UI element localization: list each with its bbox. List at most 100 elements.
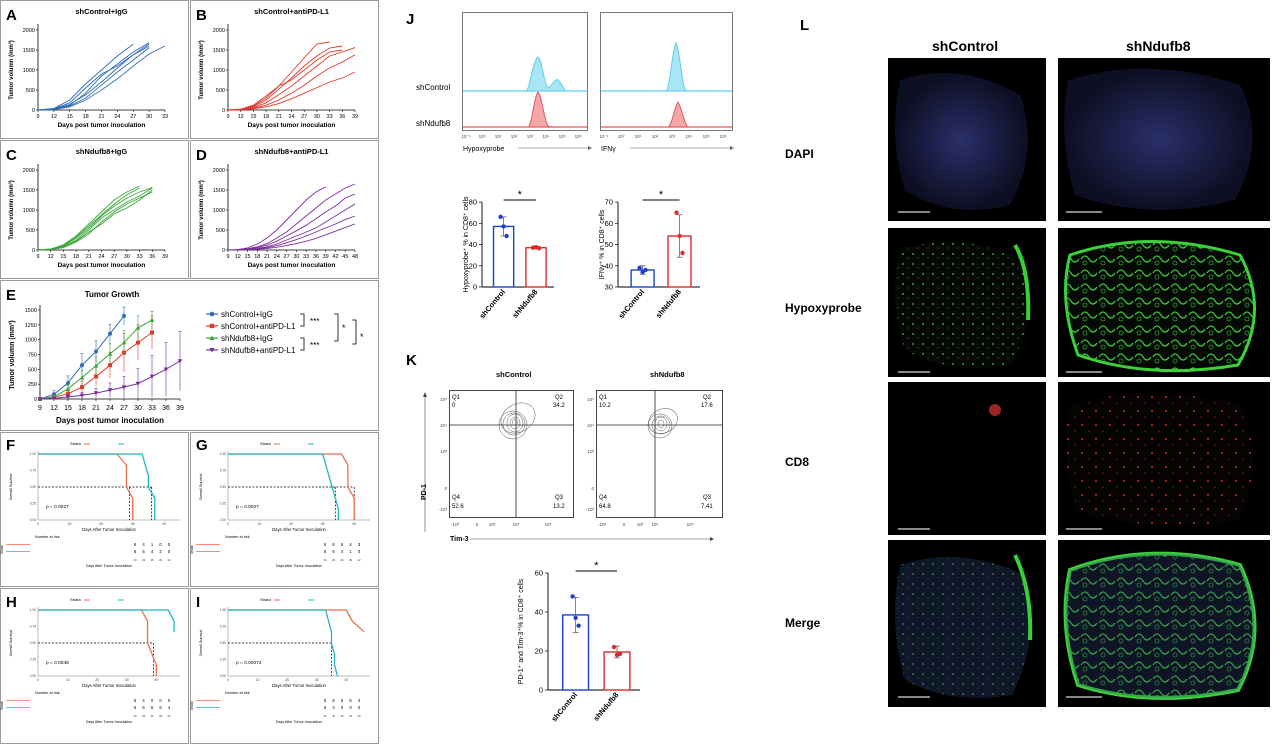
y-axis-label: Tumor volumn (mm³): [198, 180, 205, 240]
sig-star: *: [659, 189, 664, 201]
risk-count: 0: [168, 542, 171, 547]
risk-x-tick: 36: [150, 558, 154, 562]
facs-y-tick: -10³: [439, 507, 448, 512]
y-tick-label: 0.00: [30, 674, 36, 678]
growth-chart-d: shNdufb8+antiPD-L1 0 500 1000 1500 2000 9 12 15 1…: [198, 147, 358, 269]
series-line: [37, 185, 140, 251]
x-tick-label: 12: [50, 405, 58, 412]
growth-chart-a: shControl+IgG 0 500 1000 1500 2000 9 12 15 18 21 24…: [8, 7, 168, 129]
growth-chart-e: Tumor Growth 0 250 500 750 1000 1250 1500 9 12 15 1…: [9, 290, 184, 425]
x-tick-label: 12: [48, 254, 54, 260]
contour-shndufb8: [647, 408, 678, 439]
x-tick-label: 39: [323, 254, 329, 260]
y-tick-label: 0.50: [220, 641, 226, 645]
y-axis-label: Tumor volumn (mm³): [8, 40, 15, 100]
x-tick-label: 18: [263, 114, 269, 120]
y-tick-label: 0.25: [30, 502, 36, 506]
risk-count: 0: [151, 698, 154, 703]
y-tick-label: 2000: [213, 168, 225, 174]
x-tick-label: 33: [327, 114, 333, 120]
risk-table-title: Number at risk: [35, 535, 60, 539]
series-line: [37, 187, 153, 251]
chart-title: shNdufb8+antiPD-L1: [255, 147, 329, 156]
panel-letter-i: I: [196, 594, 200, 611]
y-tick-label: 0.50: [30, 485, 36, 489]
data-point: [79, 393, 85, 398]
x-tick-label: 21: [92, 405, 100, 412]
risk-count: 4: [168, 705, 171, 710]
facs-y-tick: 10³: [440, 449, 447, 454]
x-tick-label: 9: [38, 405, 42, 412]
data-point: [643, 267, 648, 273]
k-q3-value-right: 7.41: [701, 504, 713, 510]
hist-tick-label: 10⁰: [618, 134, 625, 139]
x-tick-label: 0: [37, 678, 39, 682]
x-axis-label: Days After Tumor Inoculation: [272, 683, 326, 688]
sig-star: *: [594, 560, 599, 572]
risk-count: 0: [358, 705, 361, 710]
x-tick-label: 18: [78, 405, 86, 412]
k-xlabel-tim3: Tim-3: [450, 536, 469, 543]
x-tick-label: 24: [98, 254, 104, 260]
y-tick-label: 1000: [213, 68, 225, 74]
series-line: [37, 42, 150, 111]
x-tick-label: 27: [301, 114, 307, 120]
x-tick-label: 48: [352, 254, 358, 260]
y-tick-label: 500: [216, 88, 225, 94]
x-axis-label: Days post tumor inoculation: [248, 262, 336, 269]
risk-count: 0: [159, 698, 162, 703]
k-title-shcontrol: shControl: [496, 370, 531, 379]
l-row-label-hypoxyprobe: Hypoxyprobe: [785, 301, 862, 315]
x-tick-label: 36: [339, 114, 345, 120]
y-axis-label: IFNγ⁺ % in CD8⁺ cells: [599, 209, 606, 279]
y-tick-label: 50: [605, 240, 613, 249]
x-tick-label: 33: [162, 114, 168, 120]
y-tick-label: 1500: [23, 48, 35, 54]
x-tick-label: 9: [36, 114, 39, 120]
risk-x-tick: 39: [159, 558, 163, 562]
x-tick-label: 21: [86, 254, 92, 260]
risk-x-tick: 33: [142, 558, 146, 562]
j-xlabel-hypoxyprobe: Hypoxyprobe: [463, 146, 504, 153]
l-row-label-dapi: DAPI: [785, 147, 814, 161]
data-point: [570, 594, 575, 599]
x-tick-label: 24: [106, 405, 114, 412]
series-line: [37, 43, 134, 111]
facs-x-tick: 10³: [489, 522, 496, 527]
y-tick-label: 0.50: [220, 485, 226, 489]
risk-x-tick: 36: [150, 714, 154, 718]
y-tick-label: 60: [605, 219, 613, 228]
risk-x-tick: 30: [133, 714, 137, 718]
x-tick-label: 36: [149, 254, 155, 260]
facs-y-tick: 10⁴: [440, 423, 447, 428]
k-q4-label-left: Q4: [452, 495, 461, 501]
x-tick-label: 33: [303, 254, 309, 260]
y-tick-label: 0.75: [220, 469, 226, 473]
risk-x-tick: 39: [349, 558, 353, 562]
x-axis-label: Days After Tumor Inoculation: [272, 527, 326, 532]
risk-x-tick: 30: [323, 558, 327, 562]
x-tick-label: 27: [111, 254, 117, 260]
strata-label: Strata: [260, 441, 271, 446]
hist-tick-label: 10¹: [495, 134, 502, 139]
x-tick-label: 15: [250, 114, 256, 120]
legend-e-item-2: shNdufb8+IgG: [221, 334, 273, 343]
y-tick-label: 0.25: [30, 658, 36, 662]
data-point: [536, 246, 542, 251]
x-tick-label: 30: [321, 522, 325, 526]
risk-table-title: Number at risk: [35, 691, 60, 695]
l-col-header-shndufb8: shNdufb8: [1126, 38, 1191, 54]
facs-y-tick: 10³: [587, 449, 594, 454]
j-xlabel-ifng: IFNγ: [601, 146, 616, 153]
series-line: [37, 189, 153, 251]
risk-count: 2: [159, 549, 162, 554]
x-tick-label: 20: [285, 678, 289, 682]
y-tick-label: 1.00: [30, 452, 36, 456]
k-ylabel-pd1: PD-1: [421, 484, 428, 500]
series-line: [227, 186, 326, 251]
x-tick-label: 40: [344, 678, 348, 682]
y-tick-label: 40: [469, 240, 477, 249]
x-tick-label: 30: [124, 254, 130, 260]
x-tick-label: 33: [148, 405, 156, 412]
